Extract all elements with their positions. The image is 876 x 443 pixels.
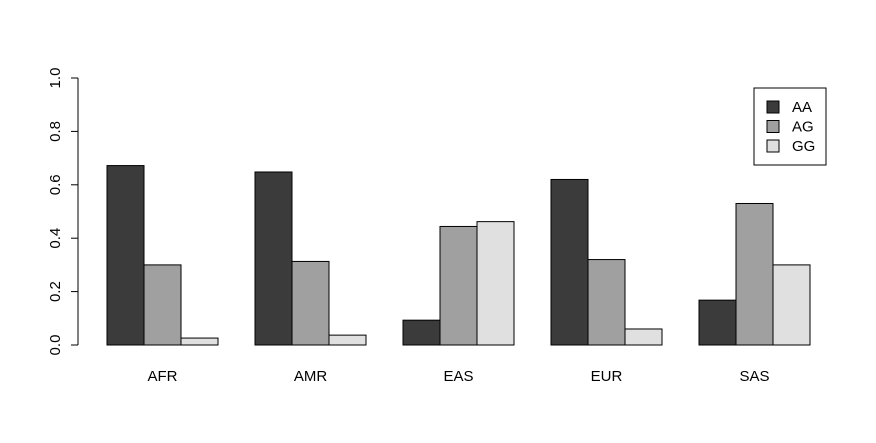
bar-amr-gg (328, 334, 367, 346)
legend-swatch (766, 139, 780, 153)
y-tick-label: 0.2 (47, 281, 64, 302)
bar-eur-gg (624, 328, 663, 346)
legend-swatch (766, 100, 780, 114)
bar-eas-aa (402, 319, 441, 346)
bar-groups (106, 165, 811, 346)
bar-afr-ag (143, 264, 182, 346)
bar-group-amr (254, 171, 367, 346)
x-category-label: EAS (443, 368, 473, 385)
legend-label: GG (792, 138, 815, 155)
bar-sas-aa (698, 299, 737, 346)
bar-eas-gg (476, 221, 515, 346)
bar-group-sas (698, 202, 811, 346)
y-tick-label: 0.8 (47, 121, 64, 142)
legend-item-gg: GG (766, 138, 815, 155)
y-tick-label: 0.0 (47, 335, 64, 356)
bar-group-eas (402, 221, 515, 346)
bar-eur-ag (587, 259, 626, 346)
bar-group-afr (106, 165, 219, 346)
y-tick-label: 0.6 (47, 174, 64, 195)
bar-group-eur (550, 178, 663, 346)
x-axis-labels: AFR AMR EAS EUR SAS (148, 368, 770, 385)
bar-eur-aa (550, 178, 589, 346)
bar-amr-ag (291, 260, 330, 346)
y-tick-label: 0.4 (47, 228, 64, 249)
bar-sas-gg (772, 264, 811, 346)
bar-afr-aa (106, 165, 145, 346)
bar-afr-gg (180, 337, 219, 346)
x-category-label: AFR (148, 368, 178, 385)
legend-label: AA (792, 99, 812, 116)
bar-sas-ag (735, 202, 774, 346)
legend-item-aa: AA (766, 99, 812, 116)
legend-label: AG (792, 119, 814, 136)
bar-amr-aa (254, 171, 293, 346)
y-tick-label: 1.0 (47, 68, 64, 89)
legend: AA AG GG (753, 87, 827, 166)
legend-item-ag: AG (766, 119, 814, 136)
legend-box (753, 87, 827, 166)
y-axis: 0.0 0.2 0.4 0.6 0.8 1.0 (47, 68, 79, 356)
x-category-label: EUR (591, 368, 623, 385)
x-category-label: AMR (294, 368, 328, 385)
bar-eas-ag (439, 225, 478, 346)
x-category-label: SAS (739, 368, 769, 385)
legend-swatch (766, 120, 780, 133)
